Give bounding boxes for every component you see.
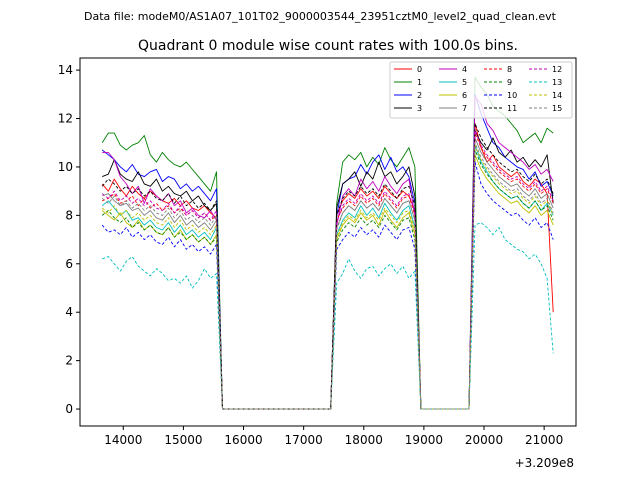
y-tick-label: 8 <box>65 208 73 222</box>
x-tick-label: 16000 <box>224 433 262 447</box>
chart-title: Quadrant 0 module wise count rates with … <box>138 38 518 54</box>
y-tick-label: 2 <box>65 354 73 368</box>
legend-label-0: 0 <box>417 65 422 74</box>
legend-label-14: 14 <box>552 91 562 100</box>
x-tick-label: 21000 <box>525 433 563 447</box>
legend-label-13: 13 <box>552 78 562 87</box>
legend-label-3: 3 <box>417 104 422 113</box>
y-axis: 0 2 4 6 8 10 12 14 <box>58 63 80 416</box>
x-offset-label: +3.209e8 <box>515 456 574 470</box>
series-line-13 <box>102 222 554 410</box>
legend-label-11: 11 <box>507 104 517 113</box>
axes-frame <box>79 57 577 427</box>
x-tick-label: 18000 <box>345 433 383 447</box>
series-line-14 <box>101 144 554 410</box>
legend-label-7: 7 <box>462 104 467 113</box>
legend-label-5: 5 <box>462 78 467 87</box>
series-line-9 <box>101 149 554 410</box>
legend-label-10: 10 <box>507 91 517 100</box>
x-tick-label: 15000 <box>164 433 202 447</box>
x-tick-label: 17000 <box>285 433 323 447</box>
x-tick-label: 14000 <box>104 433 142 447</box>
series-line-8 <box>102 132 554 410</box>
legend-label-4: 4 <box>462 65 467 74</box>
legend-box <box>389 61 573 119</box>
y-tick-label: 14 <box>58 63 73 77</box>
data-file-suptitle: Data file: modeM0/AS1A07_101T02_90000035… <box>84 10 557 23</box>
legend-label-15: 15 <box>552 104 562 113</box>
legend-label-1: 1 <box>417 78 422 87</box>
series-layer <box>101 76 554 410</box>
x-axis: 14000 15000 16000 17000 18000 19000 20000 21000 <box>104 426 563 447</box>
legend-label-8: 8 <box>507 65 512 74</box>
series-line-15 <box>101 142 554 410</box>
legend-label-12: 12 <box>552 65 562 74</box>
x-tick-label: 20000 <box>465 433 503 447</box>
x-tick-label: 19000 <box>405 433 443 447</box>
legend-label-2: 2 <box>417 91 422 100</box>
plot-area <box>80 58 576 426</box>
y-tick-label: 4 <box>65 305 73 319</box>
y-tick-label: 12 <box>58 112 73 126</box>
legend-label-9: 9 <box>507 78 512 87</box>
legend-label-6: 6 <box>462 91 467 100</box>
y-tick-label: 6 <box>65 257 73 271</box>
y-tick-label: 10 <box>58 160 73 174</box>
y-tick-label: 0 <box>65 402 73 416</box>
